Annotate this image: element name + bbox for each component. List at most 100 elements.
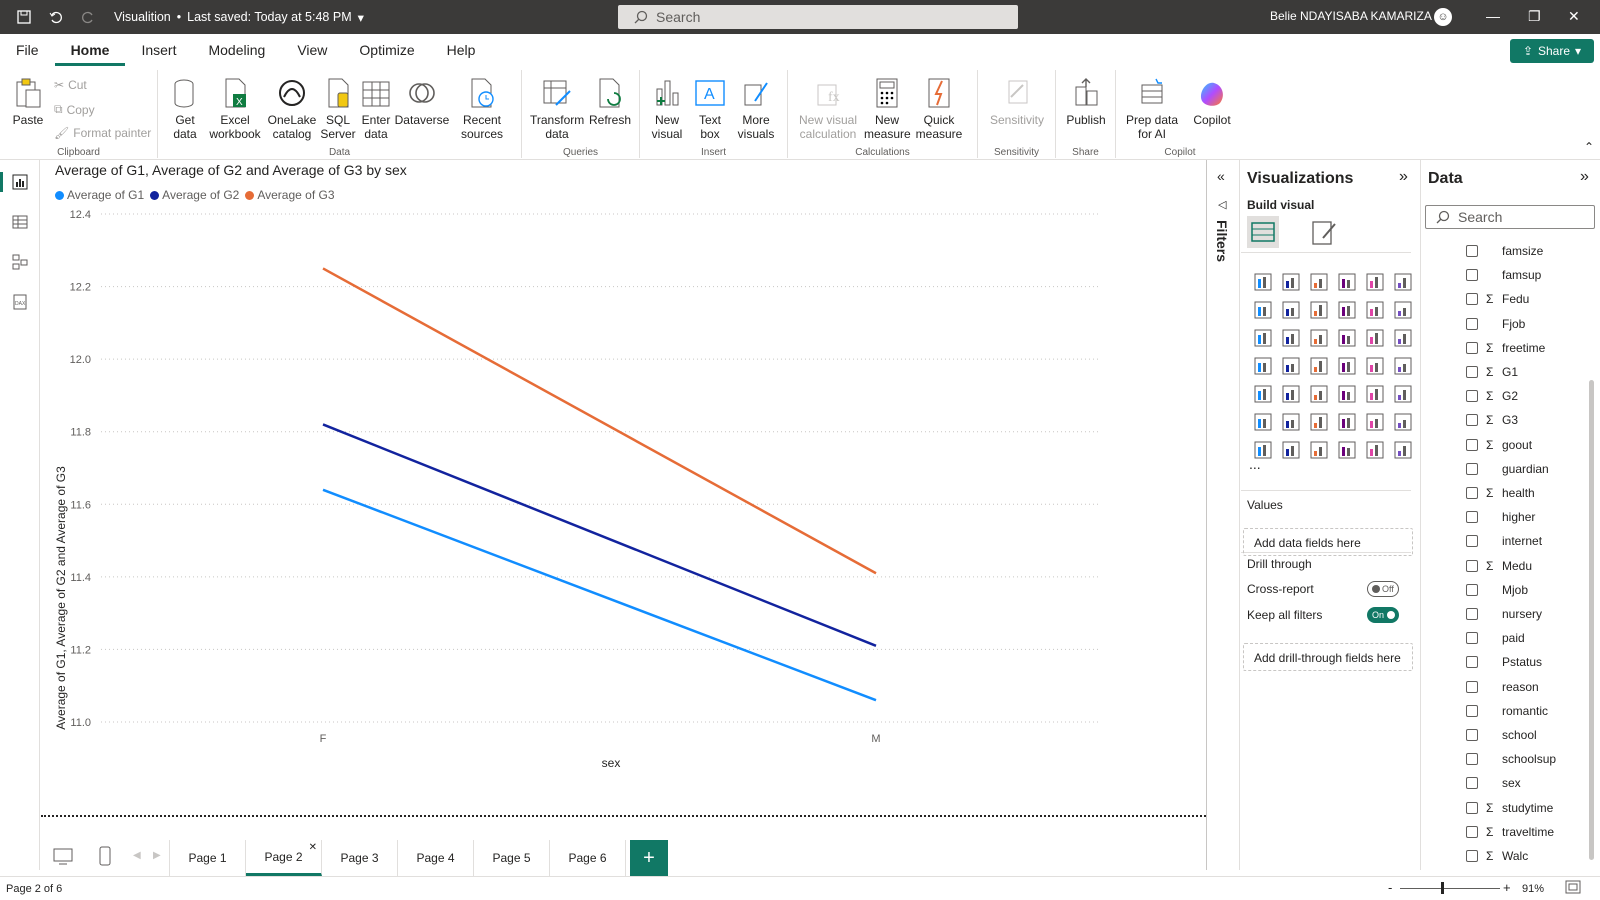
series-line-2[interactable]: [322, 423, 877, 647]
tab-page-6[interactable]: Page 6: [550, 840, 626, 876]
field-checkbox[interactable]: [1466, 269, 1478, 282]
publish-button[interactable]: Publish: [1062, 76, 1110, 127]
new-measure-button[interactable]: New measure: [864, 76, 911, 141]
menu-help[interactable]: Help: [446, 42, 476, 58]
zoom-out-icon[interactable]: -: [1388, 880, 1393, 895]
field-mjob[interactable]: Mjob: [1466, 580, 1528, 600]
field-checkbox[interactable]: [1466, 366, 1478, 378]
close-tab-icon[interactable]: ✕: [308, 842, 317, 853]
field-reason[interactable]: reason: [1466, 677, 1539, 697]
stacked-area-icon[interactable]: [1305, 296, 1333, 324]
field-school[interactable]: school: [1466, 725, 1537, 745]
report-canvas[interactable]: Average of G1, Average of G2 and Average…: [41, 160, 1206, 820]
field-checkbox[interactable]: [1466, 511, 1478, 524]
line-clustered-icon[interactable]: [1249, 324, 1277, 352]
line-icon[interactable]: [1249, 296, 1277, 324]
field-sex[interactable]: sex: [1466, 773, 1521, 793]
search-box[interactable]: Search: [618, 5, 1018, 29]
field-checkbox[interactable]: [1466, 487, 1478, 499]
prep-data-for-ai-button[interactable]: Prep data for AI: [1118, 76, 1186, 141]
collapse-visualizations-icon[interactable]: »: [1399, 168, 1408, 185]
series-lines[interactable]: [322, 267, 877, 702]
funnel-icon[interactable]: [1305, 324, 1333, 352]
clustered-bar-icon[interactable]: [1305, 268, 1333, 296]
values-drop-zone[interactable]: Add data fields here: [1243, 528, 1413, 556]
close-icon[interactable]: ✕: [1568, 8, 1580, 24]
tab-page-5[interactable]: Page 5: [474, 840, 550, 876]
build-visual-tab[interactable]: [1247, 216, 1279, 248]
data-search-input[interactable]: Search: [1425, 205, 1595, 229]
field-higher[interactable]: higher: [1466, 507, 1535, 527]
menu-optimize[interactable]: Optimize: [359, 42, 415, 58]
maximize-icon[interactable]: ❐: [1528, 8, 1541, 24]
redo-icon[interactable]: [80, 9, 96, 25]
paginated-icon[interactable]: [1249, 436, 1277, 464]
field-checkbox[interactable]: [1466, 777, 1478, 790]
field-guardian[interactable]: guardian: [1466, 459, 1549, 479]
tab-page-3[interactable]: Page 3: [322, 840, 398, 876]
r-visual-icon[interactable]: [1389, 380, 1417, 408]
field-checkbox[interactable]: [1466, 390, 1478, 403]
format-painter-button[interactable]: 🖌 Format painter: [54, 126, 151, 140]
scatter-icon[interactable]: [1333, 324, 1361, 352]
more-visuals-button[interactable]: More visuals: [732, 76, 780, 141]
field-checkbox[interactable]: [1466, 825, 1478, 838]
tab-page-2[interactable]: Page 2 ✕: [246, 840, 322, 876]
field-checkbox[interactable]: [1466, 608, 1478, 620]
field-nursery[interactable]: nursery: [1466, 604, 1542, 624]
menu-home[interactable]: Home: [54, 42, 126, 66]
refresh-button[interactable]: Refresh: [588, 76, 632, 127]
field-fedu[interactable]: Σ Fedu: [1466, 289, 1529, 309]
kpi-icon[interactable]: [1277, 380, 1305, 408]
decomposition-tree-icon[interactable]: [1305, 408, 1333, 436]
save-icon[interactable]: [16, 9, 32, 25]
slicer-icon[interactable]: [1305, 380, 1333, 408]
zoom-slider-thumb[interactable]: [1441, 882, 1444, 894]
legend-item-g2[interactable]: Average of G2: [150, 188, 239, 202]
desktop-layout-icon[interactable]: [53, 848, 73, 869]
tab-page-4[interactable]: Page 4: [398, 840, 474, 876]
field-checkbox[interactable]: [1466, 462, 1478, 475]
matrix-icon[interactable]: [1361, 380, 1389, 408]
undo-icon[interactable]: [48, 9, 64, 25]
user-name[interactable]: Belie NDAYISABA KAMARIZA: [1270, 9, 1432, 23]
share-button[interactable]: ⇪ Share ▾: [1510, 39, 1594, 63]
copilot-button[interactable]: Copilot: [1188, 76, 1236, 127]
tab-page-1[interactable]: Page 1: [170, 840, 246, 876]
scroll-tabs-left-icon[interactable]: ◀: [133, 850, 141, 861]
table-icon[interactable]: [1333, 380, 1361, 408]
cross-report-toggle[interactable]: Off: [1367, 581, 1399, 597]
field-checkbox[interactable]: [1466, 801, 1478, 814]
field-checkbox[interactable]: [1466, 535, 1478, 548]
model-view-icon[interactable]: [10, 252, 30, 272]
field-checkbox[interactable]: [1466, 729, 1478, 741]
zoom-slider-track[interactable]: [1400, 888, 1500, 889]
data-pane-scrollbar[interactable]: [1589, 380, 1594, 860]
waterfall-icon[interactable]: [1361, 296, 1389, 324]
filled-map-icon[interactable]: [1305, 352, 1333, 380]
expand-filters-icon[interactable]: «: [1217, 168, 1225, 184]
clustered-column-icon[interactable]: [1333, 268, 1361, 296]
copy-button[interactable]: ⧉ Copy: [54, 102, 95, 117]
enter-data-button[interactable]: Enter data: [358, 76, 394, 141]
field-pstatus[interactable]: Pstatus: [1466, 652, 1542, 672]
fit-to-page-icon[interactable]: [1565, 880, 1581, 897]
quick-measure-button[interactable]: Quick measure: [912, 76, 966, 141]
dax-query-view-icon[interactable]: DAX: [10, 292, 30, 312]
combo-icon[interactable]: [1389, 296, 1417, 324]
legend-item-g3[interactable]: Average of G3: [245, 188, 335, 202]
donut-icon[interactable]: [1389, 324, 1417, 352]
field-checkbox[interactable]: [1466, 317, 1478, 330]
field-checkbox[interactable]: [1466, 850, 1478, 862]
field-fjob[interactable]: Fjob: [1466, 314, 1525, 334]
excel-workbook-button[interactable]: X Excel workbook: [208, 76, 262, 141]
key-influencers-icon[interactable]: [1277, 408, 1305, 436]
field-checkbox[interactable]: [1466, 753, 1478, 766]
stacked-column-icon[interactable]: [1277, 268, 1305, 296]
map-icon[interactable]: [1277, 352, 1305, 380]
collapse-data-icon[interactable]: »: [1580, 168, 1589, 185]
narrative-icon[interactable]: [1361, 408, 1389, 436]
zoom-in-icon[interactable]: +: [1503, 880, 1511, 895]
more-visuals-ellipsis[interactable]: ...: [1249, 456, 1261, 472]
